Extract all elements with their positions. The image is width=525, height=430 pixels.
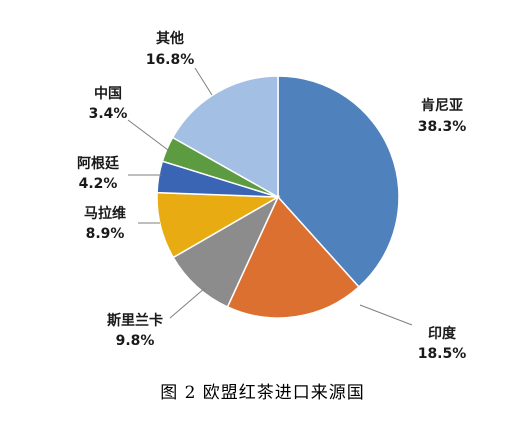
slice-category-label: 印度: [428, 325, 457, 342]
slice-category-label: 马拉维: [84, 205, 126, 222]
leader-line-3: [169, 287, 206, 319]
slice-value-label: 18.5%: [418, 346, 467, 362]
leader-line-6: [127, 119, 169, 151]
figure-caption: 图 2 欧盟红茶进口来源国: [160, 383, 365, 403]
slice-value-label: 4.2%: [79, 176, 118, 192]
slice-category-label: 阿根廷: [77, 155, 120, 172]
slice-category-label: 肯尼亚: [421, 97, 463, 114]
slice-value-label: 9.8%: [116, 333, 155, 349]
slice-labels: 肯尼亚 38.3% 印度 18.5% 斯里兰卡 9.8% 马拉维 8.9% 阿根廷 4.2% 中国 3…: [77, 30, 466, 362]
slice-value-label: 3.4%: [89, 106, 128, 122]
pie-slice-7: [171, 75, 279, 199]
pie-slices: [156, 75, 400, 319]
leader-line-7: [194, 67, 213, 96]
slice-category-label: 斯里兰卡: [107, 312, 163, 329]
slice-value-label: 16.8%: [146, 52, 195, 68]
leader-line-2: [359, 304, 413, 326]
slice-value-label: 38.3%: [418, 119, 467, 135]
pie-slice-1: [277, 75, 400, 289]
pie-slice-3: [172, 195, 280, 308]
slice-value-label: 8.9%: [86, 226, 125, 242]
leader-lines: [127, 67, 413, 326]
pie-slice-2: [226, 195, 360, 319]
slice-category-label: 中国: [94, 85, 122, 102]
slice-category-label: 其他: [156, 30, 184, 47]
